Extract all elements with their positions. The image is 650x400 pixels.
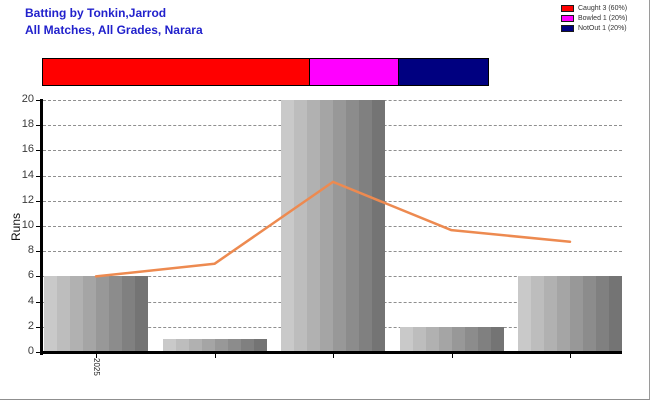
legend-label: NotOut 1 (20%) [578,24,627,32]
dismissal-stacked-bar [42,58,489,86]
y-tick-2 [36,326,41,328]
y-tick-label-14: 14 [21,168,34,181]
y-tick-16 [36,150,41,152]
chart-title-block: Batting by Tonkin,Jarrod All Matches, Al… [25,5,203,39]
runs-bar-2 [162,339,267,352]
y-tick-20 [36,100,41,101]
y-tick-8 [36,251,41,253]
y-tick-label-10: 10 [21,219,34,231]
page-title: Batting by Tonkin,Jarrod [25,6,167,20]
y-tick-label-2: 2 [27,319,34,332]
y-tick-label-16: 16 [21,143,34,156]
dismissal-segment-bowled [310,59,399,85]
dismissal-legend: Caught 3 (60%) Bowled 1 (20%) NotOut 1 (… [561,3,627,33]
legend-item-caught: Caught 3 (60%) [561,3,627,13]
legend-item-bowled: Bowled 1 (20%) [561,13,627,23]
y-tick-18 [36,125,41,127]
dismissal-segment-caught [43,59,310,85]
y-tick-4 [36,301,41,303]
x-tick-5 [570,354,571,358]
y-tick-0 [36,352,41,353]
y-tick-label-0: 0 [27,345,34,357]
y-tick-label-12: 12 [21,193,34,206]
legend-label: Caught 3 (60%) [578,4,628,12]
bowled-color-swatch [561,14,574,22]
x-tick-3 [333,354,334,358]
runs-bar-3 [281,100,385,352]
x-tick-1 [96,354,97,358]
runs-bar-1 [44,276,148,352]
legend-item-notout: NotOut 1 (20%) [561,23,627,33]
dismissal-segment-notout [399,59,488,85]
y-tick-label-8: 8 [27,244,34,257]
x-tick-4 [451,354,453,358]
y-axis [40,99,43,355]
y-tick-label-6: 6 [27,269,34,282]
runs-bar-4 [399,326,504,352]
y-tick-label-18: 18 [21,118,34,131]
y-tick-12 [36,200,41,202]
runs-bar-5 [518,276,622,352]
y-tick-14 [36,175,41,177]
x-axis [40,351,622,354]
y-tick-label-20: 20 [21,93,34,105]
y-tick-label-4: 4 [27,294,34,307]
x-category-label-1: 2025 [92,358,101,376]
notout-color-swatch [561,24,574,32]
y-tick-10 [36,226,41,227]
average-line [94,180,572,278]
y-tick-6 [36,276,41,278]
x-tick-2 [214,354,216,358]
page-subtitle: All Matches, All Grades, Narara [25,23,203,37]
legend-label: Bowled 1 (20%) [578,14,628,22]
caught-color-swatch [561,4,574,12]
